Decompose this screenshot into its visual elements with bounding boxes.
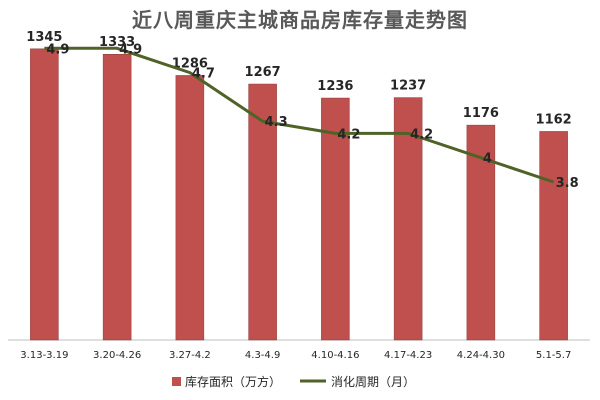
line-value-label: 3.8	[556, 176, 579, 191]
line-value-label: 4.7	[192, 67, 215, 82]
bar-3.20-4.26	[102, 53, 132, 341]
legend-bar-swatch	[172, 377, 181, 386]
line-series-消化周期	[44, 46, 555, 184]
x-tick-label: 4.10-4.16	[311, 350, 359, 361]
bar-value-label: 1237	[390, 79, 426, 94]
bar-value-label: 1162	[536, 112, 572, 127]
x-tick-label: 4.24-4.30	[457, 350, 505, 361]
line-value-label: 4	[483, 152, 492, 167]
bar-value-label: 1267	[245, 65, 281, 80]
x-tick-label: 4.17-4.23	[384, 350, 432, 361]
x-tick-label: 4.3-4.9	[245, 350, 280, 361]
bar-value-label: 1286	[172, 56, 208, 71]
bar-value-label: 1345	[26, 30, 62, 45]
line-value-label: 4.9	[119, 42, 142, 57]
bar-4.3-4.9	[248, 83, 277, 341]
chart-title: 近八周重庆主城商品房库存量走势图	[132, 8, 468, 32]
bar-value-label: 1333	[99, 35, 135, 50]
legend-bar-label: 库存面积（万方）	[185, 374, 281, 389]
line-value-label: 4.2	[410, 127, 433, 142]
x-tick-label: 3.13-3.19	[20, 350, 68, 361]
x-tick-label: 3.27-4.2	[169, 350, 211, 361]
line-value-label: 4.9	[46, 42, 69, 57]
bar-3.13-3.19	[30, 48, 59, 341]
line-value-label: 4.3	[265, 115, 288, 130]
bar-value-label: 1176	[463, 106, 499, 121]
legend-line-label: 消化周期（月）	[331, 375, 415, 389]
x-tick-label: 5.1-5.7	[536, 350, 571, 361]
bar-3.27-4.2	[175, 75, 205, 341]
bar-value-label: 1236	[317, 79, 353, 94]
bar-5.1-5.7	[539, 131, 568, 341]
bar-4.10-4.16	[321, 97, 350, 341]
x-tick-label: 3.20-4.26	[93, 350, 141, 361]
line-value-label: 4.2	[337, 127, 360, 142]
